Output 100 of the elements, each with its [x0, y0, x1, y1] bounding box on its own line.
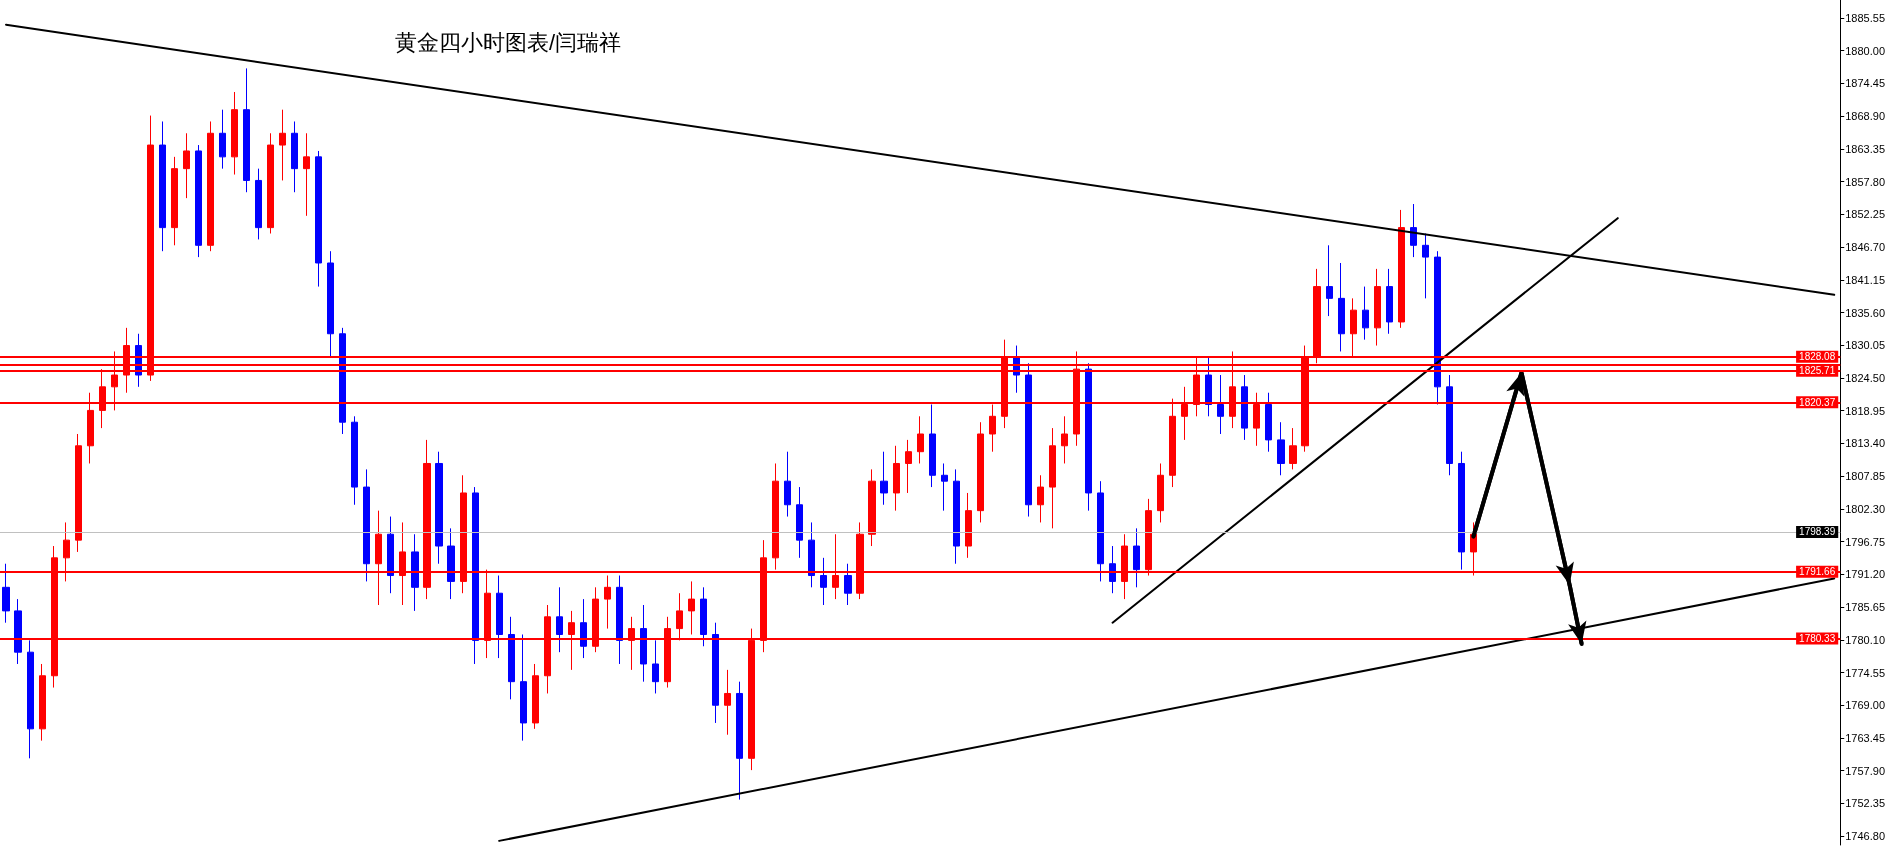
candlestick [496, 575, 503, 659]
candlestick [1374, 268, 1381, 347]
y-tick-label: 1752.35 [1845, 797, 1885, 810]
candlestick [844, 563, 852, 606]
candlestick [327, 250, 334, 358]
candlestick [556, 586, 563, 653]
y-tick-label: 1769.00 [1845, 699, 1885, 712]
y-tick-label: 1757.90 [1845, 764, 1885, 777]
y-tick-label: 1852.25 [1845, 208, 1885, 221]
y-tick-label: 1813.40 [1845, 437, 1885, 450]
candlestick [14, 598, 22, 665]
candlestick [39, 663, 46, 742]
y-tick-label: 1841.15 [1845, 273, 1885, 286]
candlestick [315, 150, 322, 288]
candlestick [1458, 451, 1465, 571]
candlestick [1025, 362, 1032, 518]
candlestick [411, 533, 419, 612]
candlestick [195, 144, 202, 258]
y-tick-label: 1874.45 [1845, 77, 1885, 90]
candlestick [508, 616, 515, 700]
y-tick-label: 1835.60 [1845, 306, 1885, 319]
candlestick [1398, 209, 1405, 329]
candlestick [207, 120, 214, 252]
candlestick [784, 451, 791, 518]
candlestick [1386, 268, 1393, 335]
y-tick-label: 1880.00 [1845, 44, 1885, 57]
y-tick-label: 1780.10 [1845, 633, 1885, 646]
y-tick-label: 1774.55 [1845, 666, 1885, 679]
y-tick-label: 1763.45 [1845, 731, 1885, 744]
candlestick [291, 120, 298, 193]
y-tick-label: 1796.75 [1845, 535, 1885, 548]
candlestick [652, 639, 659, 694]
candlestick [231, 91, 238, 176]
candlestick [917, 415, 924, 464]
candlestick [171, 156, 178, 246]
candlestick [1326, 244, 1333, 317]
candlestick [219, 109, 226, 170]
candlestick [616, 575, 623, 665]
candlestick [1434, 250, 1441, 406]
y-tick-label: 1807.85 [1845, 470, 1885, 483]
y-tick-label: 1802.30 [1845, 502, 1885, 515]
candlestick [351, 415, 358, 506]
candlestick [339, 327, 346, 435]
candlestick [243, 67, 250, 193]
candlestick [1061, 415, 1068, 464]
y-tick-label: 1818.95 [1845, 404, 1885, 417]
candlestick [1422, 233, 1429, 299]
candlestick [953, 468, 960, 565]
y-tick-label: 1857.80 [1845, 175, 1885, 188]
candlestick [580, 598, 587, 659]
candlestick [267, 132, 274, 235]
candlestick [724, 669, 731, 736]
candlestick [712, 622, 719, 724]
candlestick [1289, 427, 1297, 470]
candlestick [1265, 392, 1272, 453]
text: 黄金四小时图表/闫瑞祥 [395, 29, 622, 55]
candlestick [820, 557, 827, 606]
y-tick-label: 1824.50 [1845, 371, 1885, 384]
candlestick [387, 516, 394, 594]
candlestick [893, 445, 900, 512]
y-tick-label: 1785.65 [1845, 601, 1885, 614]
candlestick [472, 486, 479, 665]
candlestick [965, 492, 972, 559]
y-tick-label: 1746.80 [1845, 830, 1885, 843]
candlestick [159, 120, 166, 252]
candlestick [1133, 527, 1140, 588]
ref-line-label: 1828.08 [1799, 351, 1836, 363]
candlestick [75, 433, 82, 553]
candlestick [447, 527, 455, 600]
candlestick [700, 586, 707, 647]
y-tick-label: 1830.05 [1845, 339, 1885, 352]
candlestick [1362, 286, 1369, 341]
candlestick [1037, 474, 1044, 523]
candlestick [1241, 374, 1248, 441]
candlestick [1157, 462, 1164, 523]
candlestick [1109, 545, 1116, 594]
candlestick [303, 132, 310, 217]
ref-line-label: 1820.37 [1799, 396, 1836, 408]
candlestick [880, 451, 888, 506]
candlestick [736, 681, 743, 801]
candlestick [1085, 362, 1092, 512]
candlestick [183, 132, 190, 199]
candlestick [796, 486, 803, 559]
ref-line-label: 1780.33 [1799, 632, 1836, 644]
ref-line-label: 1825.71 [1799, 365, 1836, 377]
candlestick [868, 468, 876, 547]
candlestick [255, 168, 262, 240]
candlestick [279, 109, 286, 181]
candlestick [1217, 374, 1224, 435]
candlestick [27, 639, 34, 759]
y-tick-label: 1791.20 [1845, 568, 1885, 581]
candlestick [1338, 262, 1345, 352]
candlestick [929, 404, 936, 488]
candlestick [1205, 356, 1212, 417]
candlestick [604, 575, 611, 630]
candlestick [2, 563, 10, 624]
candlestick [532, 663, 539, 730]
candlestick [905, 439, 912, 494]
candlestick [1277, 421, 1285, 476]
candlestick [435, 451, 443, 565]
